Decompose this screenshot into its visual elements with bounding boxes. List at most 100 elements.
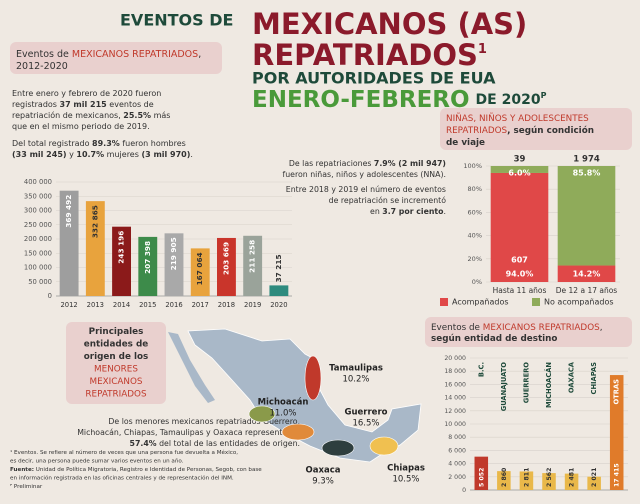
text-segment: . bbox=[444, 207, 446, 216]
legend-swatch bbox=[440, 298, 448, 306]
y-tick-label: 80% bbox=[468, 185, 482, 193]
text-segment: fueron niñas, niños y adolescentes (NNA)… bbox=[282, 170, 446, 179]
text-segment: en bbox=[370, 207, 382, 216]
header-lead: EVENTOS DE bbox=[120, 11, 233, 30]
y-tick-label: 100 000 bbox=[24, 264, 52, 272]
region-share: 10.2% bbox=[342, 375, 369, 385]
y-tick-label: 60% bbox=[468, 208, 482, 216]
legend-label: Acompañados bbox=[452, 298, 509, 307]
text-segment: 10.7% bbox=[76, 150, 104, 159]
text-segment: REPATRIADOS bbox=[446, 126, 508, 136]
text-segment: MEXICANOS REPATRIADOS bbox=[72, 49, 198, 60]
map-region bbox=[369, 436, 399, 456]
text-segment: fueron hombres bbox=[120, 139, 186, 148]
value-label: 5 052 bbox=[478, 468, 485, 487]
y-tick-label: 200 000 bbox=[24, 235, 52, 243]
y-tick-label: 14 000 bbox=[444, 395, 466, 402]
text-segment: ᴾ Preliminar bbox=[10, 483, 43, 490]
text-segment: Unidad de Política Migratoria, Registro … bbox=[34, 466, 262, 473]
text-segment: Principales bbox=[89, 327, 144, 337]
legend-swatch bbox=[532, 298, 540, 306]
y-tick-label: 0 bbox=[48, 292, 52, 300]
legend-label: No acompañados bbox=[544, 298, 614, 307]
text-segment: Entre 2018 y 2019 el número de eventos bbox=[286, 185, 446, 194]
text-line: según entidad de destino bbox=[431, 334, 557, 344]
title-box bbox=[440, 108, 632, 150]
text-line: Fuente: Unidad de Política Migratoria, R… bbox=[10, 466, 262, 473]
bar bbox=[474, 456, 489, 490]
x-tick-label: GUERRERO bbox=[522, 362, 530, 404]
title-box bbox=[425, 317, 632, 347]
bar bbox=[85, 201, 105, 296]
value-label: 2 860 bbox=[501, 467, 508, 487]
text-segment: del total de las entidades de origen. bbox=[157, 439, 300, 448]
text-line: (33 mil 245) y 10.7% mujeres (3 mil 970)… bbox=[12, 150, 193, 159]
x-tick-label: 2012 bbox=[60, 301, 77, 309]
region-name: Chiapas bbox=[387, 464, 425, 474]
text-segment: 7.9% (2 mil 947) bbox=[374, 159, 446, 168]
text-segment: de repatriación se incrementó bbox=[329, 196, 447, 205]
text-line: Eventos de MEXICANOS REPATRIADOS, bbox=[431, 323, 603, 333]
text-segment: , bbox=[198, 49, 201, 60]
region-name: Tamaulipas bbox=[329, 364, 383, 374]
map-shape bbox=[168, 332, 215, 403]
region-name: Guerrero bbox=[345, 408, 388, 418]
x-tick-label: 2014 bbox=[113, 301, 130, 309]
text-line: REPATRIADOS, según condición bbox=[446, 125, 594, 136]
bar bbox=[519, 471, 534, 490]
text-segment: De las repatriaciones bbox=[289, 159, 374, 168]
header-subtitle: POR AUTORIDADES DE EUA bbox=[252, 69, 496, 88]
y-tick-label: 4 000 bbox=[448, 461, 466, 468]
text-line: en 3.7 por ciento. bbox=[370, 207, 446, 216]
x-tick-label: MICHOACÁN bbox=[544, 362, 553, 408]
period: ENERO-FEBRERO bbox=[252, 87, 470, 113]
count-label: 1 974 bbox=[573, 155, 600, 165]
text-line: ¹ Eventos. Se refiere al número de veces… bbox=[10, 449, 238, 456]
map-region bbox=[281, 423, 315, 441]
text-segment: De los menores mexicanos repatriados Gue… bbox=[108, 417, 300, 426]
text-line: que en el mismo periodo de 2019. bbox=[12, 122, 150, 131]
title-box bbox=[10, 42, 222, 74]
text-segment: más bbox=[151, 111, 170, 120]
y-tick-label: 300 000 bbox=[24, 207, 52, 215]
y-tick-label: 350 000 bbox=[24, 192, 52, 200]
map-region bbox=[321, 439, 355, 457]
text-segment: REPATRIADOS bbox=[85, 389, 147, 399]
note-mark: 1 bbox=[478, 42, 487, 57]
bar bbox=[190, 248, 210, 296]
text-segment: 3.7 por ciento bbox=[382, 207, 444, 216]
bar bbox=[138, 236, 158, 296]
y-tick-label: 50 000 bbox=[28, 278, 52, 286]
text-segment: , según condición bbox=[507, 125, 594, 136]
text-segment: repatriación de mexicanos, bbox=[12, 110, 123, 120]
text-segment: Del total registrado bbox=[12, 139, 92, 148]
value-label: 94.0% bbox=[506, 270, 534, 279]
y-tick-label: 8 000 bbox=[448, 434, 466, 441]
x-tick-label: Hasta 11 años bbox=[493, 286, 547, 295]
text-segment: Entre enero y febrero de 2020 fueron bbox=[12, 89, 161, 98]
x-tick-label: CHIAPAS bbox=[590, 362, 598, 395]
text-line: ᴾ Preliminar bbox=[10, 483, 43, 490]
count-label: 39 bbox=[514, 155, 526, 165]
text-line: Principales bbox=[89, 327, 144, 337]
year: DE 2020 bbox=[476, 92, 541, 108]
text-segment: , bbox=[600, 323, 603, 333]
y-tick-label: 150 000 bbox=[24, 249, 52, 257]
y-tick-label: 20% bbox=[468, 255, 482, 263]
header-period: ENERO-FEBRERO DE 2020P bbox=[252, 87, 547, 113]
bar bbox=[564, 473, 579, 490]
bar bbox=[217, 237, 236, 296]
text-line: 57.4% del total de las entidades de orig… bbox=[130, 439, 300, 448]
y-tick-label: 40% bbox=[468, 232, 482, 240]
y-tick-label: 0 bbox=[462, 487, 466, 494]
bar bbox=[269, 285, 289, 296]
text-line: 2012-2020 bbox=[16, 61, 68, 72]
header-title: MEXICANOS (AS) bbox=[252, 7, 527, 41]
value-label: 14.2% bbox=[573, 270, 601, 279]
bar bbox=[497, 471, 511, 490]
bar bbox=[112, 226, 131, 296]
x-tick-label: 2019 bbox=[244, 301, 261, 309]
text-segment: MEXICANOS bbox=[89, 377, 142, 387]
text-segment: MENORES bbox=[94, 364, 138, 374]
